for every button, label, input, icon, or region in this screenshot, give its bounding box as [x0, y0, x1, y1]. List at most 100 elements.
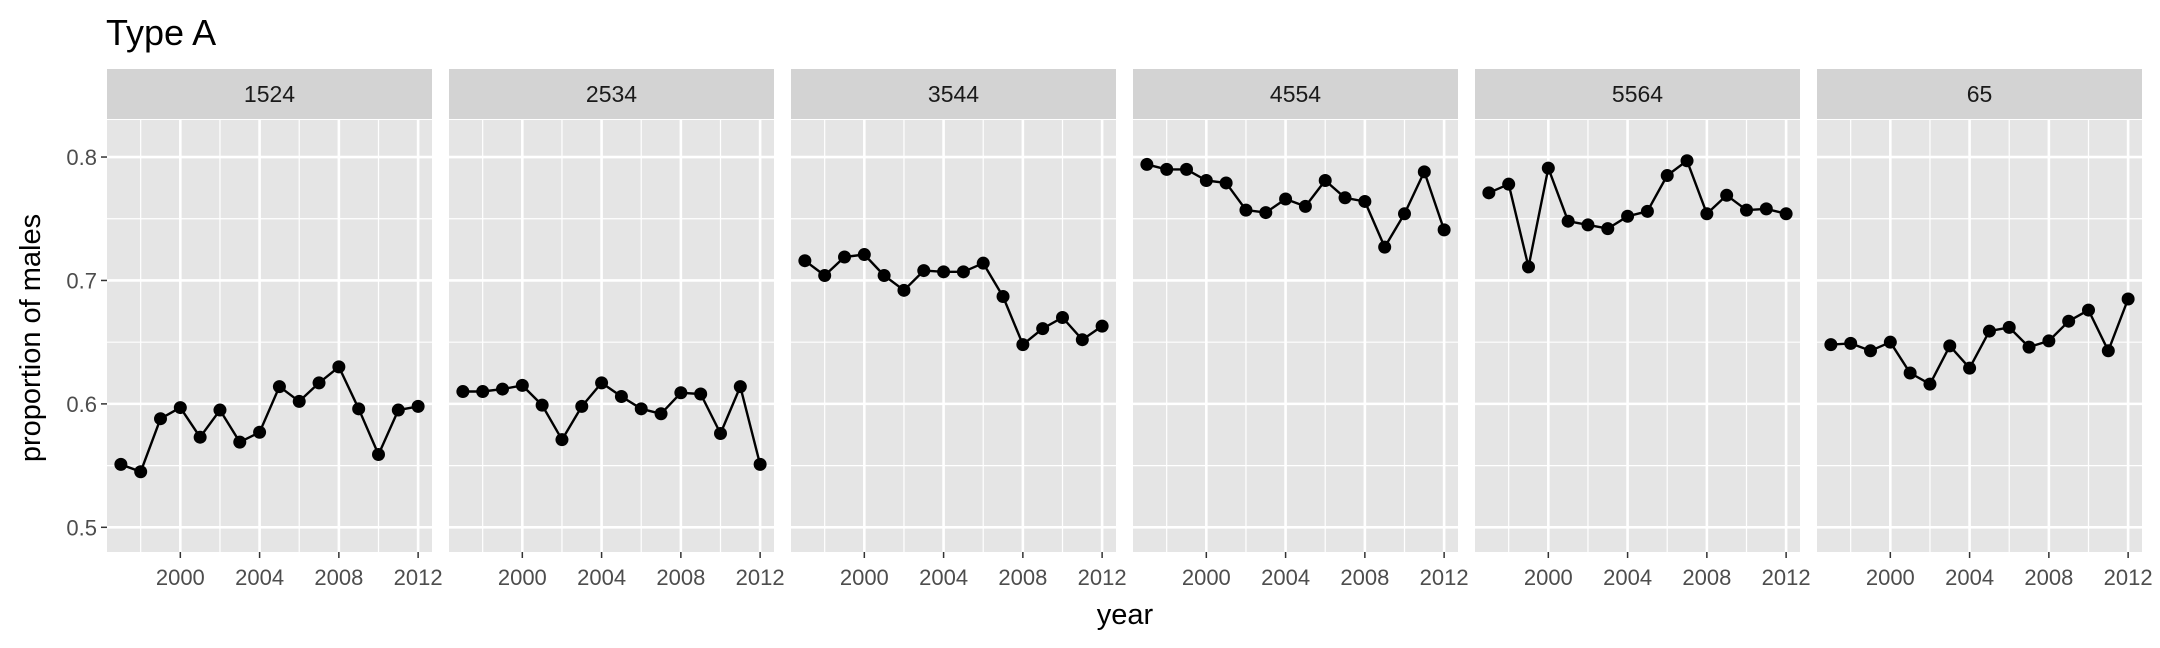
data-point [312, 376, 326, 390]
x-tick-label: 2012 [394, 565, 443, 590]
data-point [1036, 322, 1050, 336]
data-point [2062, 314, 2076, 328]
data-point [292, 394, 306, 408]
data-point [1680, 154, 1694, 168]
panel-background [1133, 120, 1458, 552]
data-point [515, 378, 529, 392]
data-point [1779, 207, 1793, 221]
y-tick-label: 0.5 [66, 515, 97, 540]
data-point [654, 407, 668, 421]
facet-strip-label: 2534 [586, 81, 637, 107]
data-point [1903, 366, 1917, 380]
facet-panel-4554: 4554 2000 2004 2008 2012 [1133, 69, 1469, 590]
data-point [173, 401, 187, 415]
data-point [2002, 320, 2016, 334]
panel-background [791, 120, 1116, 552]
data-point [253, 425, 267, 439]
data-point [1180, 162, 1194, 176]
data-point [213, 403, 227, 417]
data-point [1541, 161, 1555, 175]
data-point [614, 389, 628, 403]
panel-background [449, 120, 774, 552]
data-point [1338, 191, 1352, 205]
data-point [134, 465, 148, 479]
y-tick-label: 0.8 [66, 145, 97, 170]
series-line [1488, 159, 1787, 269]
data-point [193, 430, 207, 444]
data-point [1621, 209, 1635, 223]
data-point [1720, 188, 1734, 202]
data-point [2042, 334, 2056, 348]
series-line [462, 381, 762, 465]
facet-panel-5564: 5564 2000 2004 2008 2012 [1475, 69, 1811, 590]
data-point [2081, 303, 2095, 317]
data-point [1437, 223, 1451, 237]
x-tick-label: 2008 [1682, 565, 1731, 590]
facet-strip [1475, 69, 1800, 119]
x-tick-label: 2000 [1182, 565, 1231, 590]
data-point [1739, 203, 1753, 217]
data-point [713, 427, 727, 441]
data-point [1943, 339, 1957, 353]
data-point [456, 385, 470, 399]
data-point [976, 256, 990, 270]
facet-strip [107, 69, 432, 119]
data-point [1640, 204, 1654, 218]
data-point [2022, 340, 2036, 354]
data-point [371, 447, 385, 461]
data-point [114, 457, 128, 471]
x-tick-label: 2008 [998, 565, 1047, 590]
x-tick-label: 2004 [577, 565, 626, 590]
y-tick-label: 0.7 [66, 268, 97, 293]
data-point [838, 250, 852, 264]
data-point [476, 385, 490, 399]
data-point [2101, 344, 2115, 358]
facet-panels: 1524 2000 2004 2008 2012 2534 2000 2004 2008 2012… [107, 69, 2153, 590]
series-line [120, 365, 419, 473]
data-point [411, 399, 425, 413]
data-point [733, 380, 747, 394]
data-point [575, 399, 589, 413]
x-tick-label: 2004 [919, 565, 968, 590]
data-point [1095, 319, 1109, 333]
facet-panel-3544: 3544 2000 2004 2008 2012 [791, 69, 1127, 590]
chart-title: Type A [106, 12, 216, 53]
data-point [535, 398, 549, 412]
x-tick-label: 2008 [314, 565, 363, 590]
data-point [1219, 176, 1233, 190]
data-point [1239, 203, 1253, 217]
x-tick-label: 2012 [1420, 565, 1469, 590]
data-point [1397, 207, 1411, 221]
x-tick-label: 2008 [2024, 565, 2073, 590]
y-axis-title: proportion of males [15, 214, 47, 462]
data-point [1502, 177, 1516, 191]
x-tick-label: 2008 [1340, 565, 1389, 590]
panel-background [107, 120, 432, 552]
data-point [956, 265, 970, 279]
data-point [233, 435, 247, 449]
data-point [1864, 344, 1878, 358]
data-point [1298, 199, 1312, 213]
data-point [877, 269, 891, 283]
facet-strip [1817, 69, 2142, 119]
x-axis-title: year [1097, 599, 1154, 631]
data-point [496, 382, 510, 396]
x-tick-label: 2012 [1078, 565, 1127, 590]
x-tick-label: 2000 [498, 565, 547, 590]
data-point [917, 264, 931, 278]
series-line [1830, 298, 2130, 386]
data-point [1561, 214, 1575, 228]
facet-panel-2534: 2534 2000 2004 2008 2012 [449, 69, 785, 590]
panel-background [1817, 120, 2142, 552]
data-point [1601, 222, 1615, 236]
data-point [1982, 324, 1996, 338]
y-tick-label: 0.6 [66, 392, 97, 417]
data-point [1199, 173, 1213, 187]
series-line [1146, 163, 1446, 249]
data-point [1055, 310, 1069, 324]
data-point [1883, 335, 1897, 349]
data-point [818, 269, 832, 283]
facet-strip [791, 69, 1116, 119]
x-tick-label: 2012 [2104, 565, 2153, 590]
